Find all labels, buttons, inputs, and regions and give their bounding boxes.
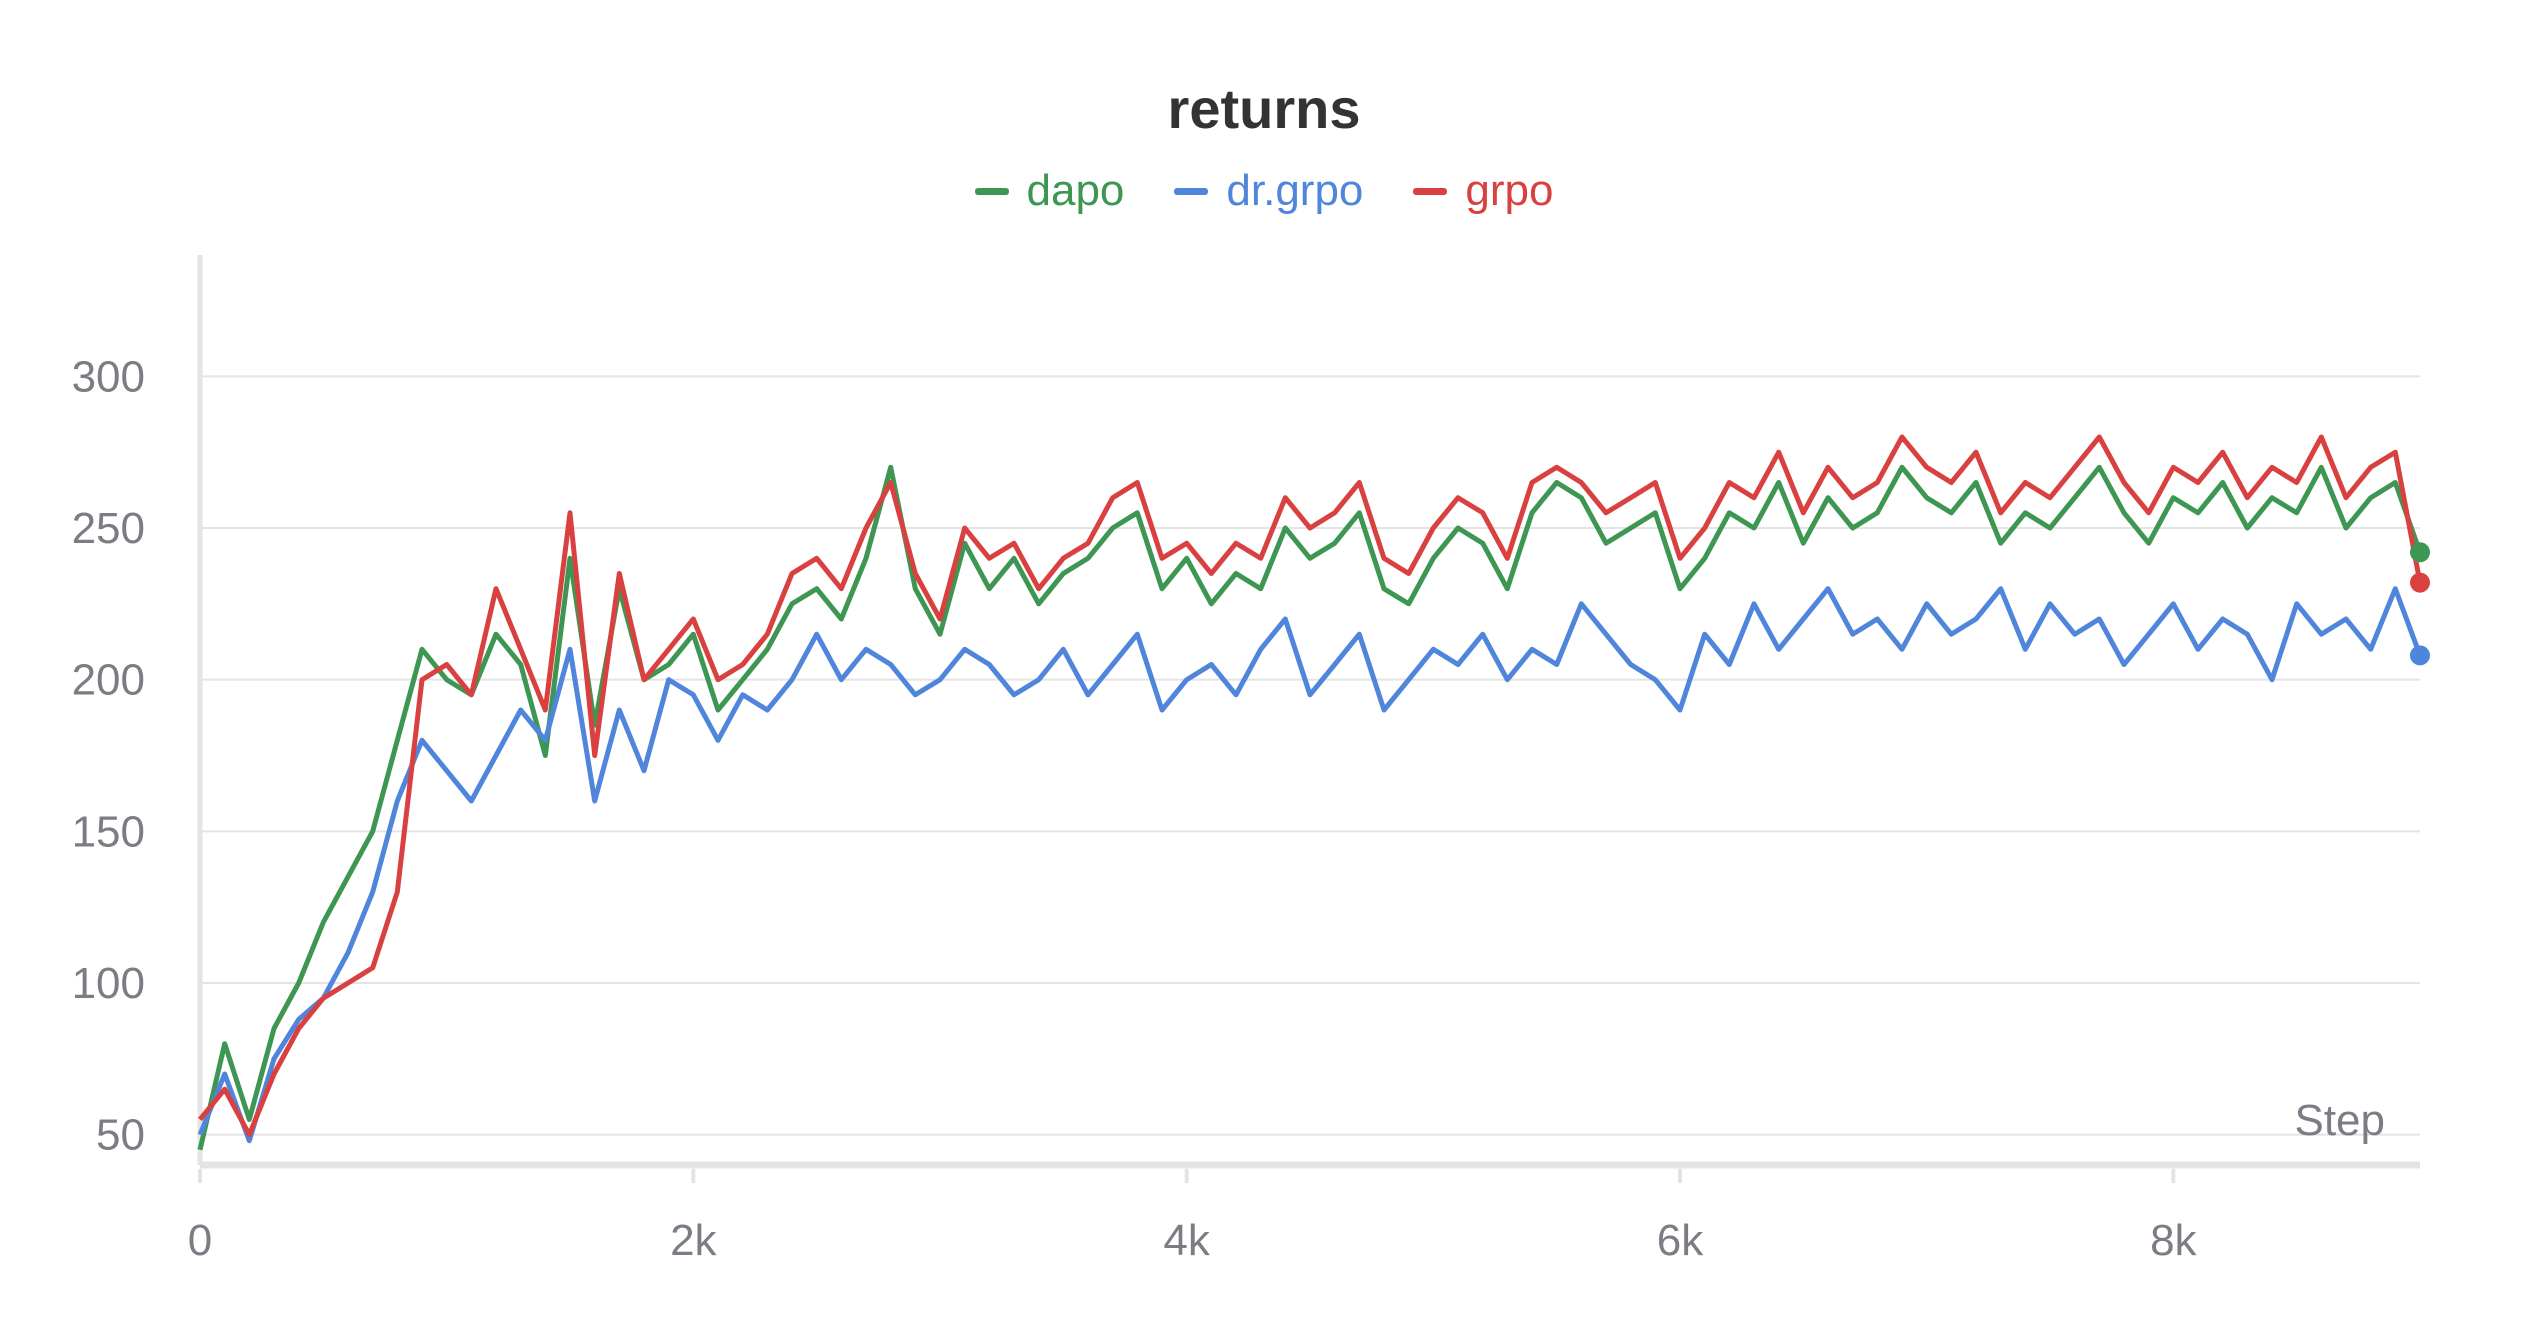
end-marker-dapo[interactable] xyxy=(2410,542,2430,563)
y-tick-label: 150 xyxy=(72,807,145,856)
legend-label-dr-grpo: dr.grpo xyxy=(1226,166,1364,215)
end-marker-grpo[interactable] xyxy=(2410,572,2430,593)
series-line-dapo[interactable] xyxy=(197,464,2423,1151)
legend-swatch-dapo xyxy=(974,187,1009,195)
end-marker-dr-grpo[interactable] xyxy=(2410,645,2430,666)
legend-item-grpo[interactable]: grpo xyxy=(1413,166,1553,216)
x-axis-label: Step xyxy=(2294,1096,2385,1145)
y-tick-label: 200 xyxy=(72,656,145,705)
legend-item-dr-grpo[interactable]: dr.grpo xyxy=(1174,166,1363,216)
x-tick-label: 4k xyxy=(1163,1216,1210,1265)
y-tick-label: 100 xyxy=(72,959,145,1008)
series-lines xyxy=(197,434,2430,1151)
chart-title: returns xyxy=(1167,77,1361,140)
y-tick-label: 250 xyxy=(72,504,145,553)
x-tick-label: 6k xyxy=(1657,1216,1704,1265)
legend-label-dapo: dapo xyxy=(1026,166,1125,215)
x-tick-label: 2k xyxy=(670,1216,717,1265)
x-tick-label: 8k xyxy=(2150,1216,2197,1265)
y-tick-label: 300 xyxy=(72,352,145,401)
tick-labels: 50 100 150 200 250 300 0 2k 4k 6k 8k xyxy=(72,352,2198,1265)
legend-swatch-grpo xyxy=(1413,187,1448,195)
legend-item-dapo[interactable]: dapo xyxy=(974,166,1125,216)
grid-lines xyxy=(200,375,2420,1136)
series-line-grpo[interactable] xyxy=(198,434,2423,1138)
legend-label-grpo: grpo xyxy=(1465,166,1554,215)
x-tick-label: 0 xyxy=(188,1216,212,1265)
series-line-dr-grpo[interactable] xyxy=(197,586,2423,1144)
y-tick-label: 50 xyxy=(96,1111,145,1160)
legend-swatch-dr-grpo xyxy=(1174,187,1209,195)
axes xyxy=(197,255,2420,1183)
legend: dapo dr.grpo grpo xyxy=(0,166,2528,216)
